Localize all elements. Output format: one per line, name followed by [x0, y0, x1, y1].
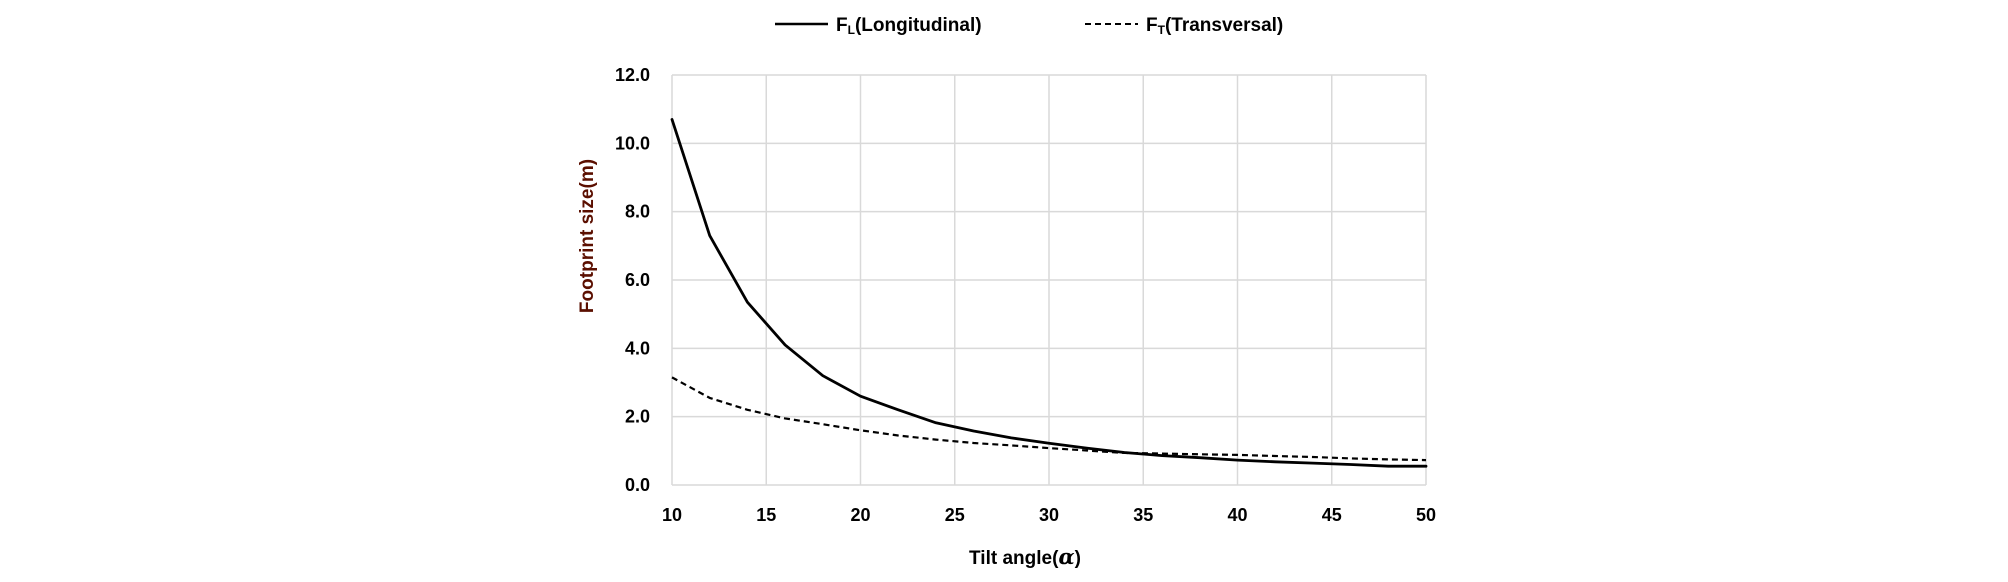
- y-axis-tick-labels: 0.0 2.0 4.0 6.0 8.0 10.0 12.0: [615, 65, 650, 495]
- x-tick-label: 10: [662, 505, 682, 525]
- x-tick-label: 40: [1227, 505, 1247, 525]
- series-line-longitudinal: [670, 118, 1428, 468]
- y-tick-label: 2.0: [625, 407, 650, 427]
- y-tick-label: 10.0: [615, 133, 650, 153]
- series-line-transversal: [671, 376, 1427, 462]
- x-axis-title: Tilt angle(α): [969, 544, 1081, 569]
- legend: FL(Longitudinal) FT(Transversal): [775, 15, 1283, 37]
- y-tick-label: 12.0: [615, 65, 650, 85]
- legend-label-longitudinal: FL(Longitudinal): [836, 15, 982, 37]
- legend-item-transversal: FT(Transversal): [1085, 15, 1283, 37]
- y-tick-label: 6.0: [625, 270, 650, 290]
- y-tick-label: 4.0: [625, 338, 650, 358]
- x-tick-label: 15: [756, 505, 776, 525]
- legend-label-transversal: FT(Transversal): [1146, 15, 1283, 37]
- x-tick-label: 20: [850, 505, 870, 525]
- grid: [671, 74, 1427, 486]
- y-axis-title: Footprint size(m): [577, 159, 598, 313]
- series: [670, 118, 1428, 468]
- x-axis-tick-labels: 10 15 20 25 30 35 40 45 50: [662, 505, 1436, 525]
- x-tick-label: 50: [1416, 505, 1436, 525]
- x-tick-label: 45: [1322, 505, 1342, 525]
- legend-item-longitudinal: FL(Longitudinal): [775, 15, 982, 37]
- y-tick-label: 0.0: [625, 475, 650, 495]
- x-tick-label: 25: [945, 505, 965, 525]
- x-tick-label: 30: [1039, 505, 1059, 525]
- x-tick-label: 35: [1133, 505, 1153, 525]
- y-tick-label: 8.0: [625, 202, 650, 222]
